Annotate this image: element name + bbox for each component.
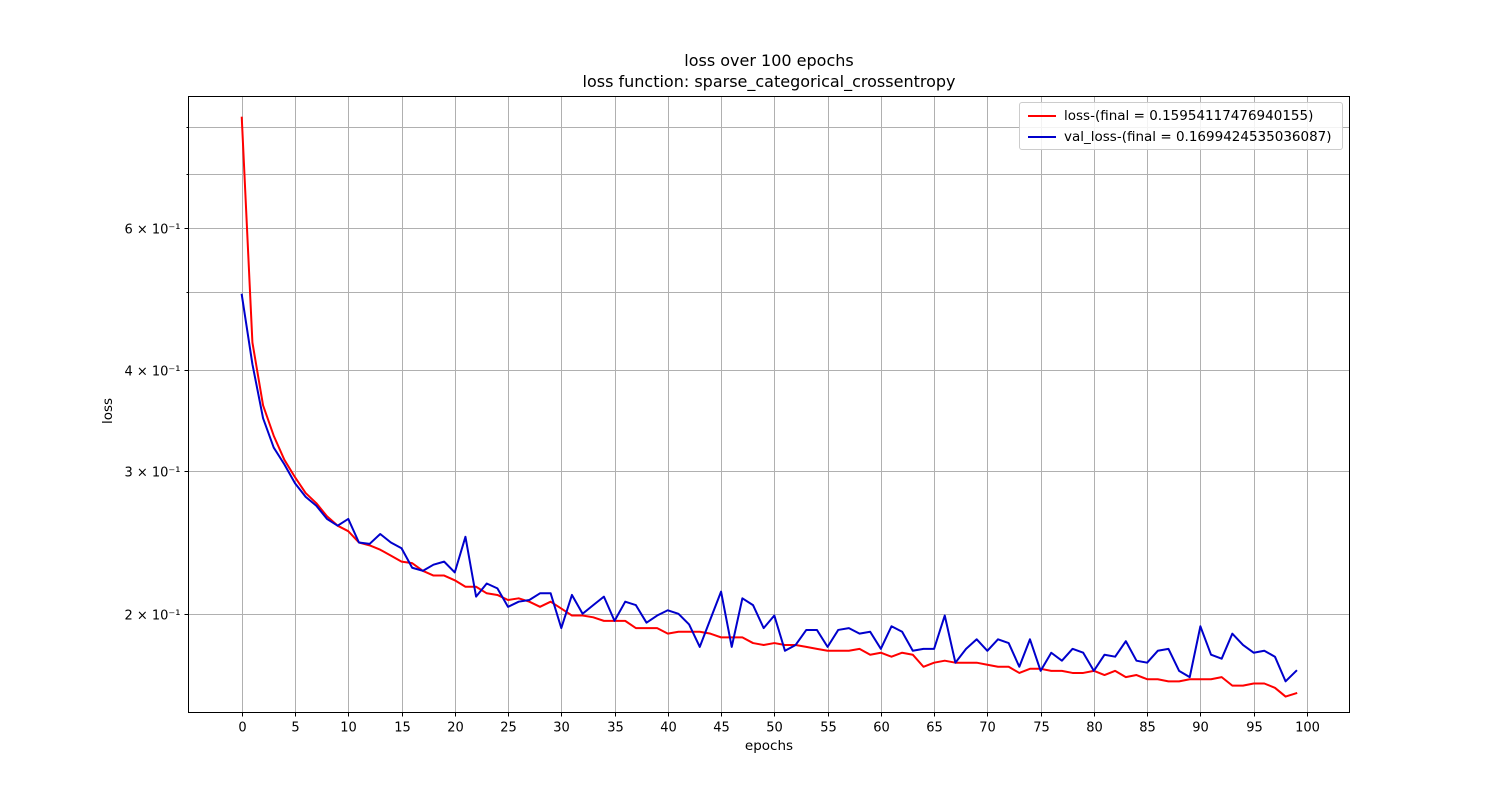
chart-title: loss over 100 epochs [684,51,854,70]
x-tick-label: 35 [607,721,624,736]
y-tick-label: 2 × 10⁻¹ [124,609,180,624]
legend-label-val-loss: val_loss-(final = 0.1699424535036087) [1064,129,1332,145]
x-tick-label: 80 [1086,721,1103,736]
x-tick-label: 45 [713,721,730,736]
x-axis-label: epochs [744,738,794,754]
x-tick-label: 50 [766,721,783,736]
val-loss-line [240,293,1298,683]
legend-label-loss: loss-(final = 0.15954117476940155) [1064,108,1314,124]
chart-subtitle: loss function: sparse_categorical_crosse… [582,72,956,91]
series-layer [240,116,1298,698]
x-tick-label: 70 [979,721,996,736]
loss-line [240,116,1298,698]
x-tick-label: 0 [238,721,246,736]
x-tick-label: 20 [447,721,464,736]
x-tick-label: 30 [553,721,570,736]
chart-legend: loss-(final = 0.15954117476940155) val_l… [1019,102,1343,150]
y-tick-label: 6 × 10⁻¹ [124,223,180,238]
plot-area-frame [188,96,1350,713]
x-tick-label: 25 [500,721,517,736]
legend-entry-val-loss: val_loss-(final = 0.1699424535036087) [1028,127,1332,147]
x-tick-label: 60 [873,721,890,736]
x-tick-label: 95 [1246,721,1263,736]
x-tick-label: 65 [926,721,943,736]
tick-layer: 0 5 10 15 20 25 30 35 40 45 50 55 60 65 70 75 80 85 90 95 10… [124,127,1320,736]
legend-swatch-val-loss [1028,136,1056,138]
x-tick-label: 90 [1192,721,1209,736]
x-tick-label: 10 [340,721,357,736]
x-tick-label: 85 [1139,721,1156,736]
x-tick-label: 55 [820,721,837,736]
y-axis-label: loss [100,397,116,424]
grid-layer [188,96,1350,713]
legend-swatch-loss [1028,115,1056,117]
legend-entry-loss: loss-(final = 0.15954117476940155) [1028,106,1313,126]
x-tick-label: 5 [291,721,299,736]
x-tick-label: 75 [1033,721,1050,736]
x-tick-label: 100 [1295,721,1320,736]
x-tick-label: 40 [660,721,677,736]
y-tick-label: 3 × 10⁻¹ [124,466,180,481]
y-tick-label: 4 × 10⁻¹ [124,365,180,380]
x-tick-label: 15 [394,721,411,736]
